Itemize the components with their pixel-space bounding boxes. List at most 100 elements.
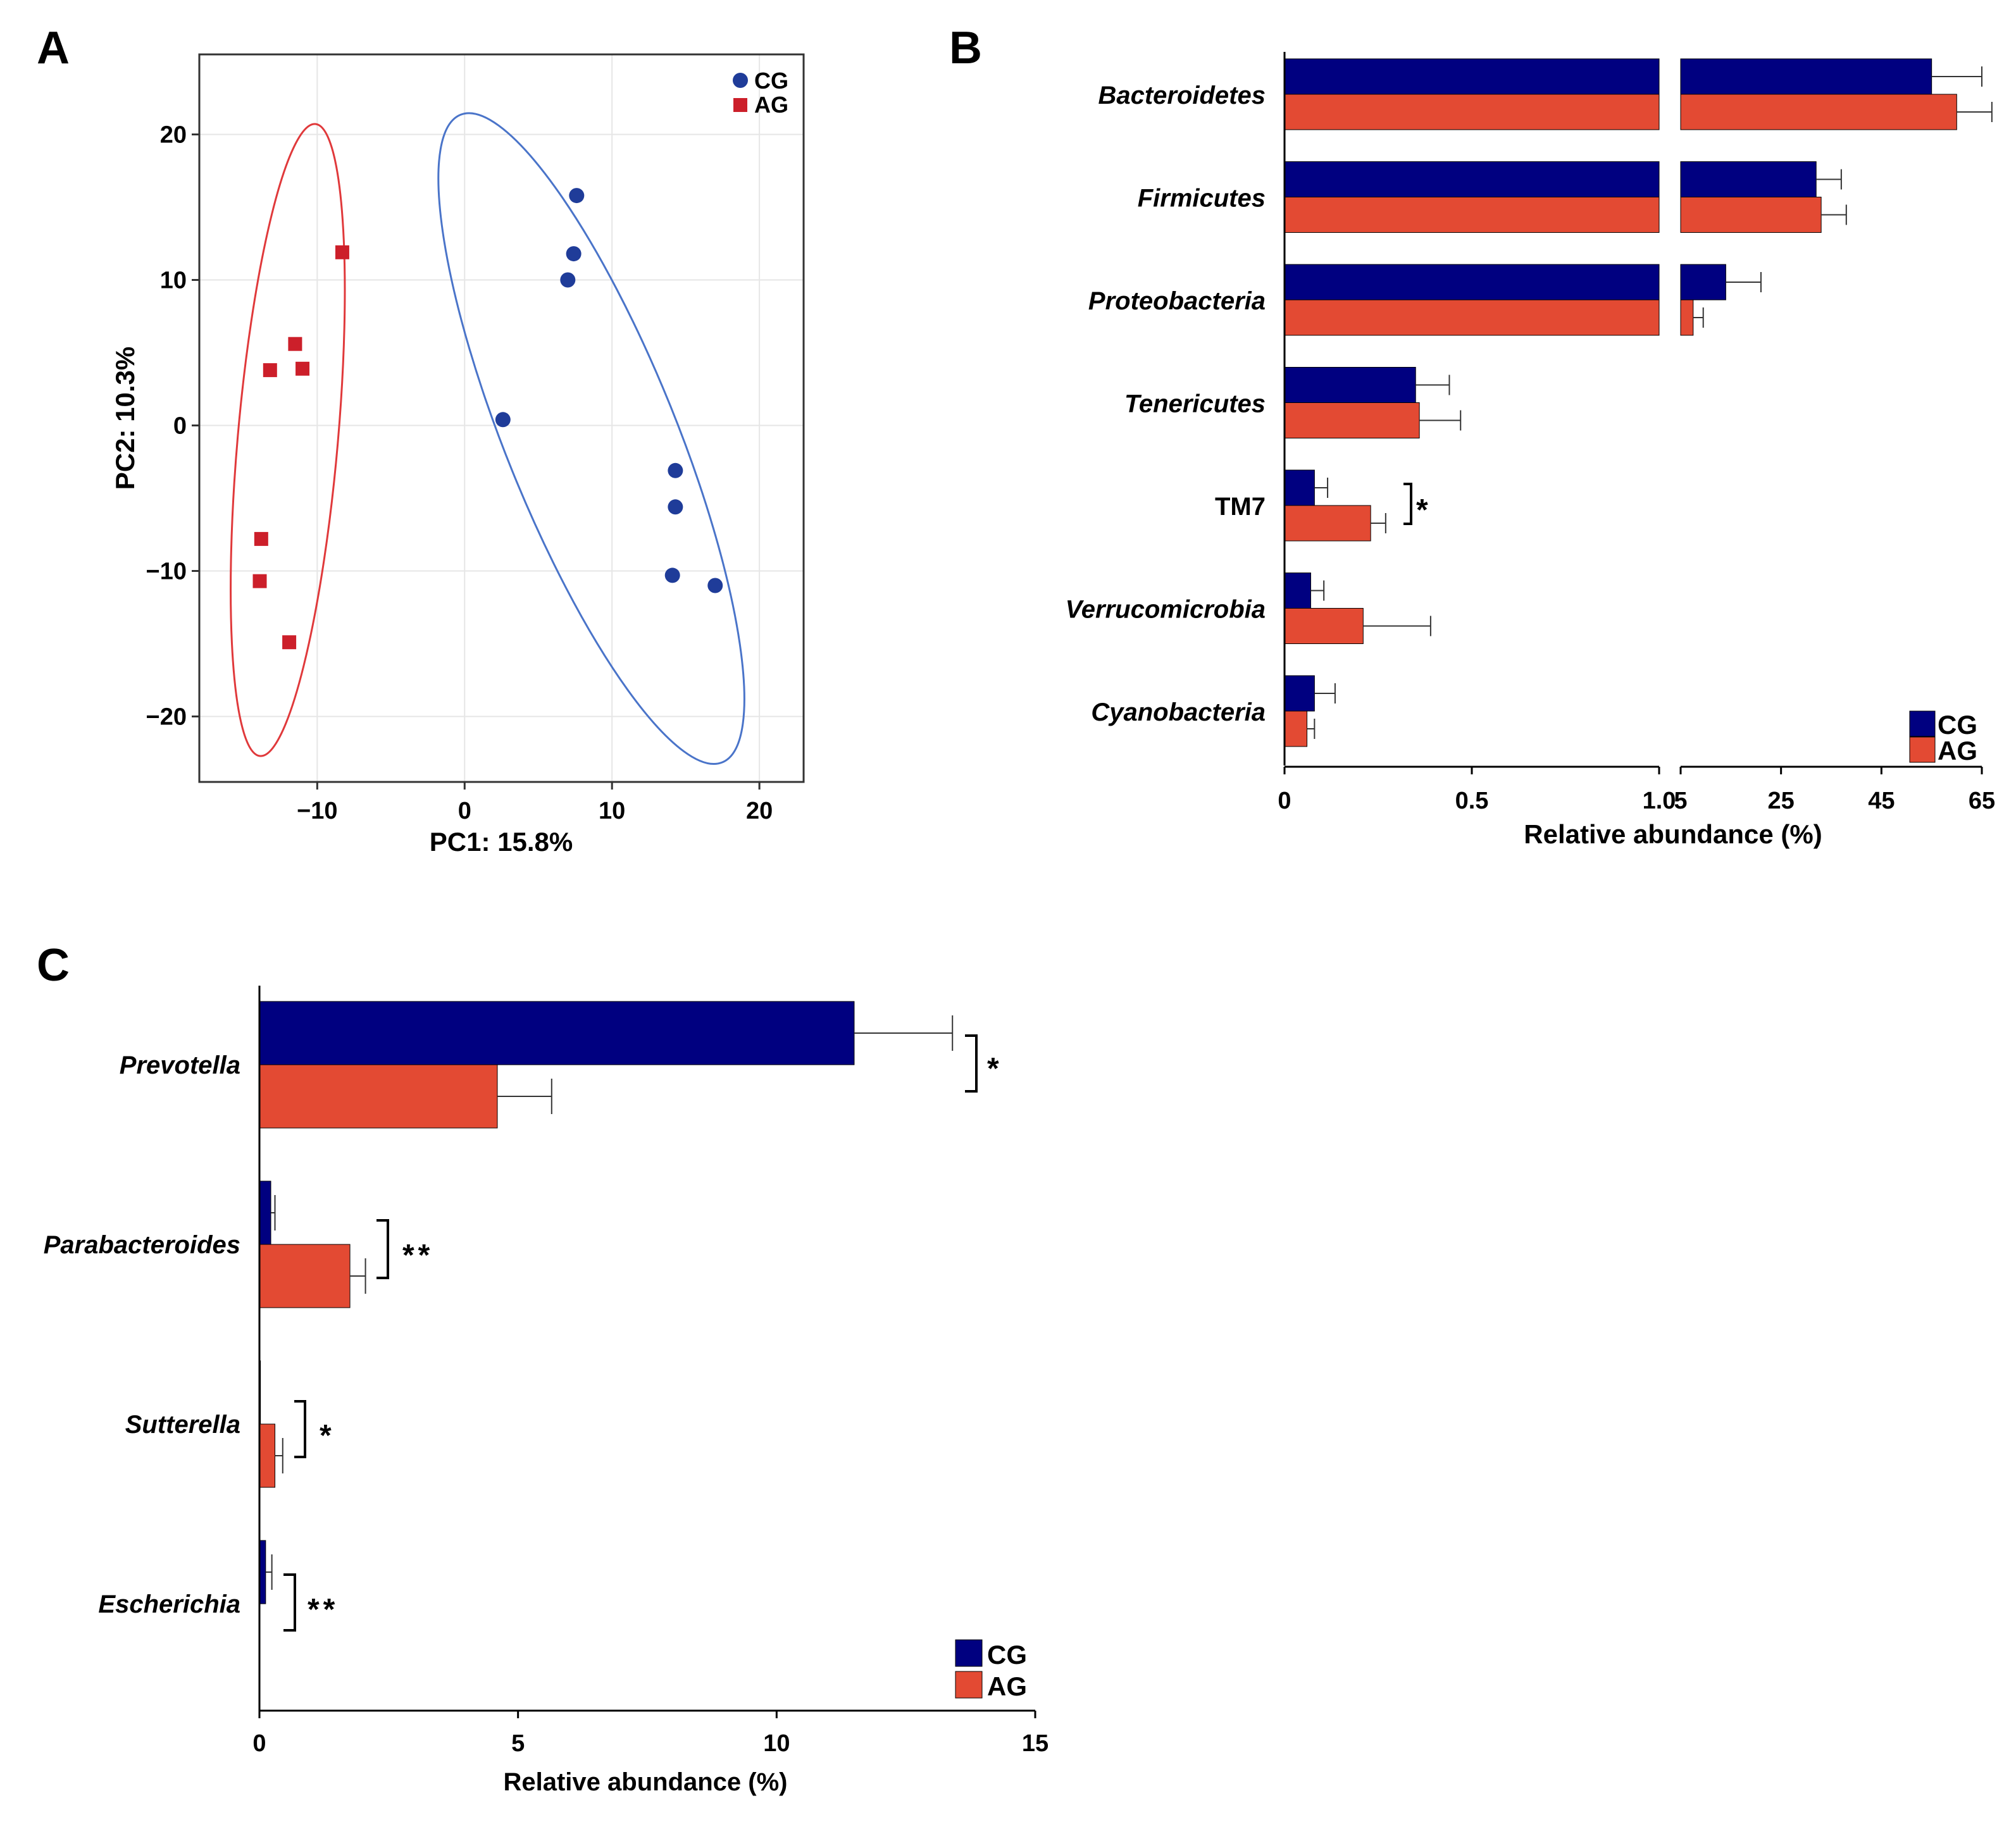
bar-cg-bacteroidetes-left — [1284, 58, 1660, 95]
panel-c-sig-escherichia: ** — [308, 1593, 339, 1627]
x-tick-label-1-3: 65 — [1969, 788, 1995, 814]
point-cg-6 — [664, 567, 680, 583]
panel-a-points — [252, 188, 723, 650]
ellipse-ag — [230, 123, 346, 757]
panel-c-bracket-escherichia — [283, 1573, 296, 1632]
panel-b-bracket-tm7 — [1403, 483, 1412, 525]
bar-cg-tm7 — [1284, 469, 1315, 506]
legend-ag-swatch — [955, 1671, 983, 1699]
bar-cg-firmicutes-left — [1284, 161, 1660, 197]
x-tick-label-0: 0 — [252, 1730, 266, 1757]
x-tick-label-1-2: 45 — [1868, 788, 1895, 814]
legend-cg-marker — [733, 73, 748, 88]
panel-c-x-ticks: 0 5 10 15 — [252, 1711, 1048, 1757]
legend-ag-label: AG — [1938, 736, 1977, 765]
y-tick-label-4: 20 — [160, 122, 187, 149]
bar-cg-firmicutes-right — [1680, 161, 1817, 197]
panel-c-legend: CG AG — [955, 1639, 1027, 1701]
panel-b-label: B — [949, 23, 982, 73]
panel-a: A −10 0 10 20 −20 −10 0 10 20 PC1: 15.8% PC2: 1… — [37, 23, 805, 857]
panel-a-x-ticks: −10 0 10 20 — [297, 782, 773, 824]
category-label-firmicutes: Firmicutes — [1138, 185, 1266, 213]
panel-a-grid — [199, 54, 804, 782]
bar-ag-prevotella — [259, 1064, 498, 1129]
bar-cg-prevotella — [259, 1001, 855, 1065]
bar-cg-parabacteroides — [259, 1181, 271, 1245]
point-cg-4 — [668, 462, 683, 478]
panel-c: C Prevotella Parabacteroides Sutterella Esc… — [37, 940, 1048, 1796]
category-label-escherichia: Escherichia — [98, 1590, 240, 1618]
panel-c-bars — [259, 1001, 954, 1604]
point-ag-1 — [288, 337, 302, 351]
panel-b: B Bacteroidetes Firmicutes Proteobacteria T… — [949, 23, 1995, 849]
y-tick-label-2: 0 — [173, 413, 187, 440]
point-cg-0 — [569, 188, 585, 204]
panel-b-significance: * — [1403, 483, 1428, 527]
point-ag-5 — [252, 574, 267, 588]
x-tick-label-0-1: 0.5 — [1455, 788, 1489, 814]
bar-ag-parabacteroides — [259, 1244, 351, 1308]
category-label-tenericutes: Tenericutes — [1124, 390, 1266, 418]
point-ag-2 — [263, 363, 277, 378]
legend-cg-swatch — [955, 1639, 983, 1667]
bar-cg-bacteroidetes-right — [1680, 58, 1932, 95]
x-tick-label-1: 0 — [458, 798, 471, 824]
bar-ag-verrucomicrobia — [1284, 608, 1364, 644]
point-cg-2 — [560, 272, 576, 288]
legend-ag-label: AG — [754, 92, 788, 118]
panel-a-ellipses — [230, 112, 745, 765]
bar-ag-bacteroidetes-right — [1680, 94, 1957, 130]
point-cg-5 — [668, 499, 683, 515]
point-cg-1 — [566, 246, 582, 262]
bar-cg-verrucomicrobia — [1284, 573, 1311, 609]
ellipse-cg — [437, 112, 745, 765]
panel-c-sig-prevotella: * — [987, 1052, 999, 1086]
legend-cg-swatch — [1909, 710, 1936, 737]
point-ag-4 — [254, 531, 268, 546]
panel-b-x-axis-label: Relative abundance (%) — [1524, 819, 1822, 849]
panel-a-y-ticks: −20 −10 0 10 20 — [146, 122, 199, 731]
panel-b-legend: CG AG — [1909, 710, 1977, 765]
panel-c-bracket-parabacteroides — [376, 1219, 389, 1279]
panel-a-legend: CG AG — [733, 68, 788, 118]
category-label-sutterella: Sutterella — [125, 1411, 240, 1439]
panel-b-category-labels: Bacteroidetes Firmicutes Proteobacteria Ten… — [1066, 82, 1266, 726]
category-label-parabacteroides: Parabacteroides — [44, 1231, 240, 1259]
point-ag-0 — [335, 245, 349, 259]
x-tick-label-1-0: 5 — [1674, 788, 1687, 814]
bar-ag-sutterella — [259, 1423, 276, 1488]
panel-c-significance: * ** * ** — [283, 1034, 999, 1632]
x-tick-label-0-2: 1.0 — [1643, 788, 1676, 814]
category-label-prevotella: Prevotella — [120, 1051, 240, 1079]
x-tick-label-3: 15 — [1022, 1730, 1048, 1757]
panel-a-plot-frame — [198, 53, 805, 783]
x-tick-label-0: −10 — [297, 798, 337, 824]
legend-cg-label: CG — [1938, 710, 1977, 740]
bar-cg-proteobacteria-left — [1284, 264, 1660, 301]
x-tick-label-2: 10 — [599, 798, 625, 824]
panel-c-bracket-prevotella — [965, 1034, 978, 1093]
bar-cg-cyanobacteria — [1284, 675, 1315, 712]
x-tick-label-3: 20 — [746, 798, 773, 824]
legend-cg-label: CG — [987, 1640, 1027, 1670]
panel-c-label: C — [37, 940, 70, 991]
panel-a-label: A — [37, 23, 70, 73]
bar-ag-firmicutes-left — [1284, 197, 1660, 233]
legend-ag-label: AG — [987, 1671, 1027, 1701]
panel-c-bracket-sutterella — [294, 1400, 306, 1458]
bar-ag-tm7 — [1284, 505, 1371, 542]
category-label-tm7: TM7 — [1215, 493, 1266, 521]
bar-cg-tenericutes — [1284, 367, 1416, 403]
legend-ag-swatch — [1909, 736, 1936, 763]
x-tick-label-0-0: 0 — [1278, 788, 1291, 814]
y-tick-label-3: 10 — [160, 268, 187, 294]
bar-ag-proteobacteria-left — [1284, 299, 1660, 336]
bar-cg-proteobacteria-right — [1680, 264, 1726, 301]
panel-a-x-axis-label: PC1: 15.8% — [430, 827, 573, 857]
legend-ag-marker — [733, 98, 747, 112]
y-tick-label-0: −20 — [146, 704, 187, 731]
point-ag-6 — [282, 635, 297, 650]
bar-ag-cyanobacteria — [1284, 710, 1308, 747]
panel-c-category-labels: Prevotella Parabacteroides Sutterella Esche… — [44, 1051, 240, 1618]
point-ag-3 — [296, 361, 310, 376]
